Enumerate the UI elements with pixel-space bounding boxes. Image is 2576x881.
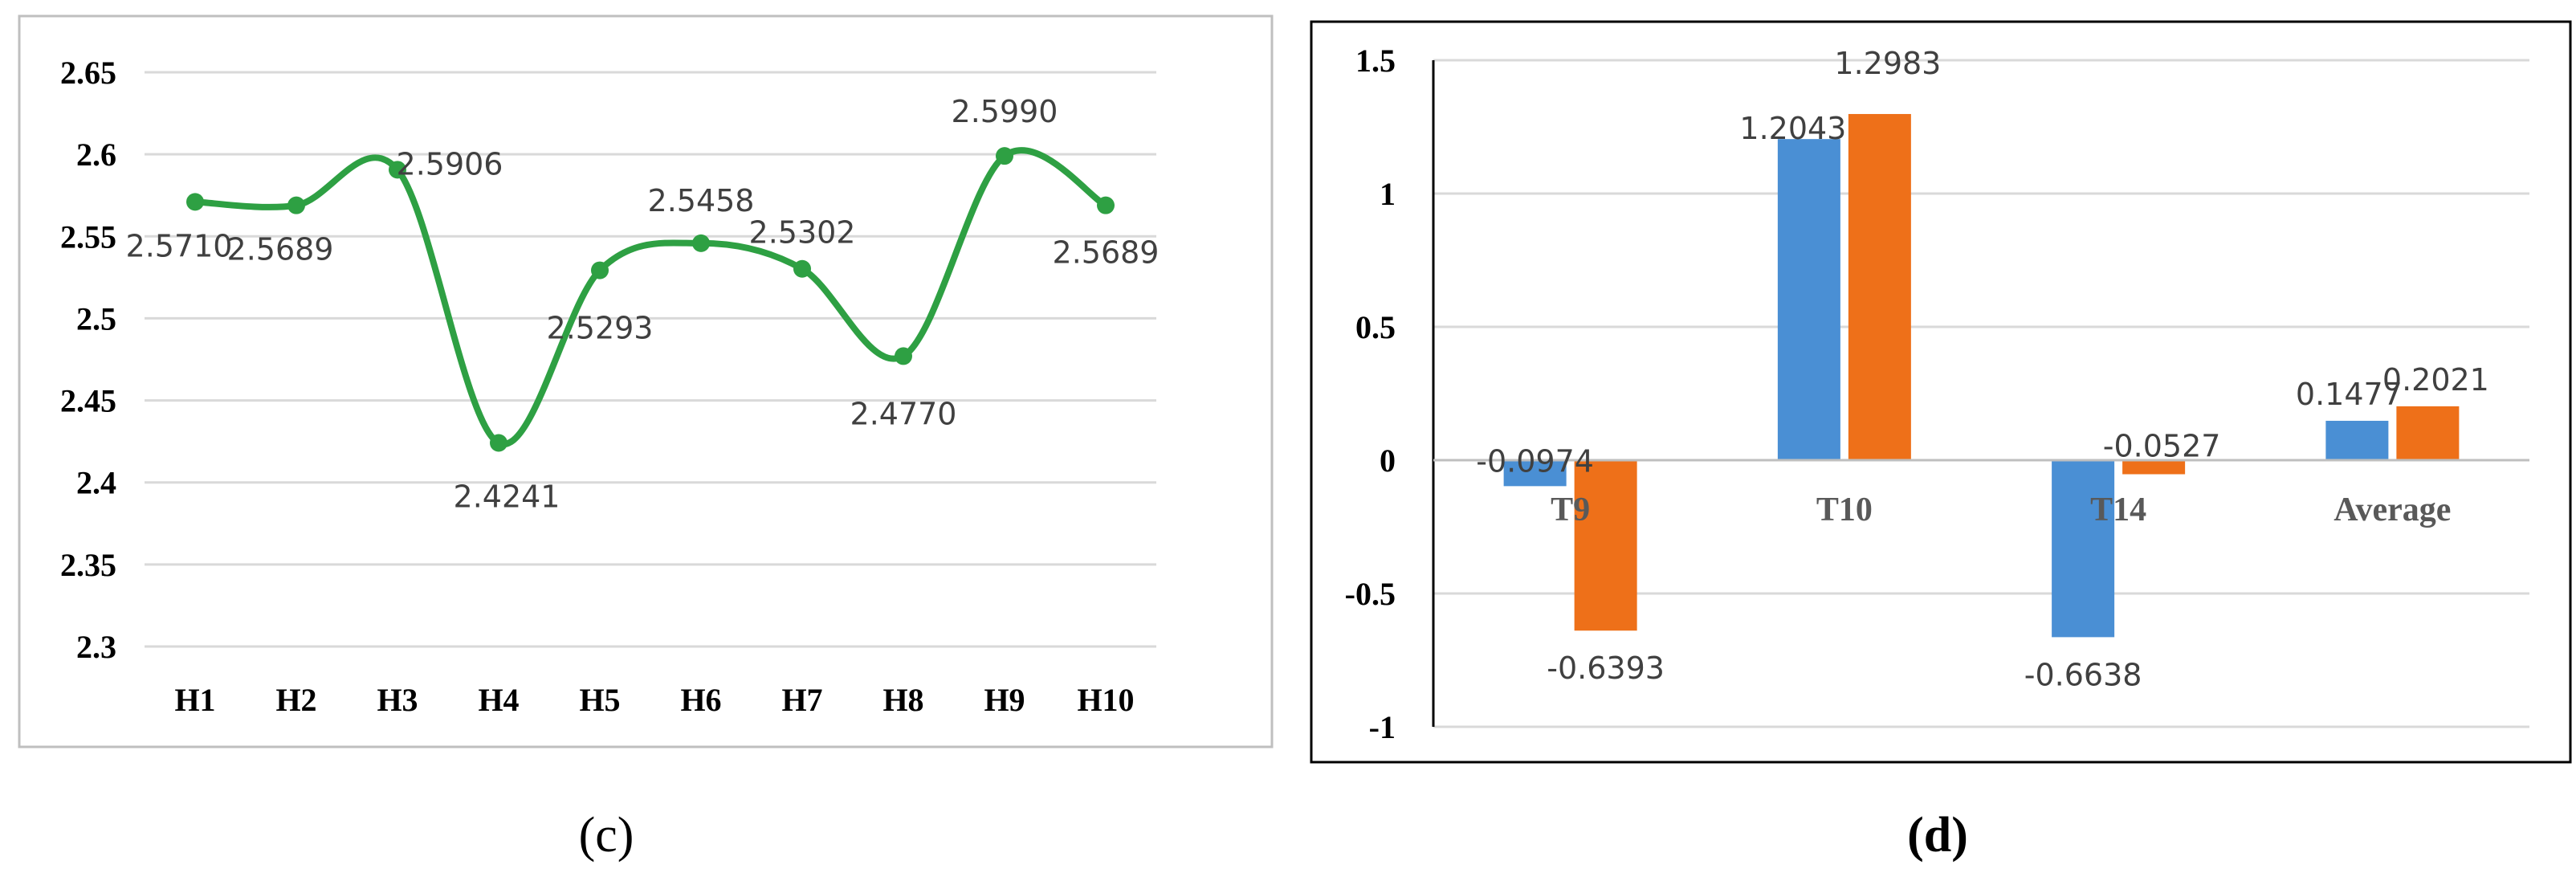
panel-c-y-tick-labels: 2.65 2.6 2.55 2.5 2.45 2.4 2.35 2.3 [60, 55, 116, 665]
panel-c-marker [1097, 196, 1115, 214]
panel-d-x-tick-label: T10 [1816, 491, 1873, 528]
panel-c-data-label: 2.5710 [126, 228, 233, 263]
panel-c-marker [793, 259, 811, 278]
panel-c-y-tick-label: 2.6 [76, 137, 116, 173]
panel-c-x-tick-label: H10 [1077, 682, 1134, 718]
panel-d-data-label: 1.2043 [1739, 111, 1846, 146]
panel-d-x-tick-label: T9 [1551, 491, 1590, 528]
panel-d-x-tick-label: T14 [2090, 491, 2146, 528]
panel-c-data-label: 2.5689 [227, 232, 334, 267]
panel-c-y-tick-label: 2.35 [60, 547, 116, 583]
panel-d-data-label: -0.6393 [1547, 651, 1665, 686]
panel-c-marker [692, 234, 710, 252]
panel-d-y-tick-label: -0.5 [1345, 576, 1396, 612]
panel-d-y-tick-label: 1 [1380, 176, 1396, 212]
panel-c-data-label: 2.5689 [1053, 235, 1160, 271]
panel-d-bar [2122, 460, 2186, 475]
panel-d-y-tick-labels: 1.5 1 0.5 0 -0.5 -1 [1345, 43, 1396, 745]
panel-d-bar [2052, 460, 2115, 638]
panel-d-bars [1503, 113, 2460, 638]
panel-d-bar-chart: 1.5 1 0.5 0 -0.5 -1 T9 T10 T14 Average -0.0974 1.… [1310, 20, 2572, 764]
panel-c-x-tick-label: H8 [882, 682, 923, 718]
panel-c-x-tick-label: H4 [478, 682, 519, 718]
panel-c-x-tick-label: H3 [377, 682, 418, 718]
panel-c-y-tick-label: 2.55 [60, 218, 116, 255]
panel-d-data-label: -0.6638 [2024, 657, 2142, 692]
panel-c-y-tick-label: 2.45 [60, 383, 116, 419]
panel-d-x-tick-label: Average [2333, 491, 2451, 528]
panel-d-data-labels: -0.0974 1.2043 -0.6638 0.1477 -0.6393 1.2983 -… [1476, 46, 2489, 692]
panel-d-data-label: 0.2021 [2382, 362, 2489, 398]
panel-c-x-tick-label: H9 [984, 682, 1025, 718]
panel-c-marker [389, 161, 406, 179]
panel-c-line-chart: 2.652.62.552.52.452.42.352.3 H1 H2 H3 H4 H5 H… [18, 14, 1274, 748]
panel-c-marker [996, 147, 1013, 165]
panel-c-gridlines [145, 71, 1156, 648]
panel-c-data-label: 2.5293 [547, 311, 654, 346]
panel-c-x-tick-label: H6 [680, 682, 721, 718]
panel-c-data-labels: 2.57102.56892.59062.42412.52932.54582.53… [126, 94, 1160, 514]
panel-d-data-label: 1.2983 [1834, 46, 1941, 81]
panel-c-data-label: 2.4241 [454, 479, 560, 514]
panel-d-y-tick-label: 0 [1380, 443, 1396, 479]
panel-c-data-label: 2.5302 [749, 215, 856, 251]
panel-c-marker [287, 196, 305, 214]
panel-c-x-tick-label: H1 [174, 682, 215, 718]
panel-c-data-label: 2.4770 [850, 396, 957, 431]
panel-d-x-tick-labels: T9 T10 T14 Average [1551, 491, 2451, 528]
panel-c-y-tick-label: 2.3 [76, 629, 116, 665]
panel-c-y-tick-label: 2.4 [76, 465, 116, 501]
panel-d-bar [1574, 460, 1637, 631]
panel-c-x-tick-label: H2 [275, 682, 316, 718]
panel-d-y-tick-label: 1.5 [1355, 43, 1396, 79]
panel-c-data-label: 2.5990 [952, 94, 1058, 129]
caption-c: (c) [579, 808, 634, 863]
panel-c-markers [186, 147, 1115, 452]
panel-d-bar [2325, 420, 2389, 460]
panel-d-bar [1503, 460, 1567, 487]
panel-d-bar [2396, 406, 2460, 460]
panel-c-marker [490, 434, 507, 452]
panel-c-x-tick-label: H7 [781, 682, 822, 718]
panel-d-data-label: -0.0527 [2103, 428, 2221, 463]
panel-c-data-label: 2.5906 [397, 146, 503, 182]
panel-d-bar [1848, 113, 1911, 460]
panel-d-y-tick-label: -1 [1369, 709, 1396, 745]
panel-c-y-tick-label: 2.5 [76, 300, 116, 336]
panel-c-marker [186, 193, 204, 211]
panel-c-border [18, 14, 1274, 748]
panel-d-data-label: -0.0974 [1476, 443, 1594, 479]
panel-d-data-label: 0.1477 [2296, 377, 2403, 412]
panel-c-x-tick-label: H5 [579, 682, 620, 718]
panel-c-marker [591, 261, 609, 279]
panel-c-x-tick-labels: H1 H2 H3 H4 H5 H6 H7 H8 H9 H10 [174, 682, 1134, 718]
panel-c-y-tick-label: 2.65 [60, 55, 116, 91]
panel-c-series-line [192, 147, 1109, 447]
panel-c-marker [895, 347, 912, 365]
panel-d-bar [1777, 139, 1840, 460]
panel-d-y-tick-label: 0.5 [1355, 309, 1396, 345]
panel-c-data-label: 2.5458 [648, 183, 755, 218]
caption-d: (d) [1907, 808, 1968, 863]
panel-d-border [1310, 20, 2572, 764]
